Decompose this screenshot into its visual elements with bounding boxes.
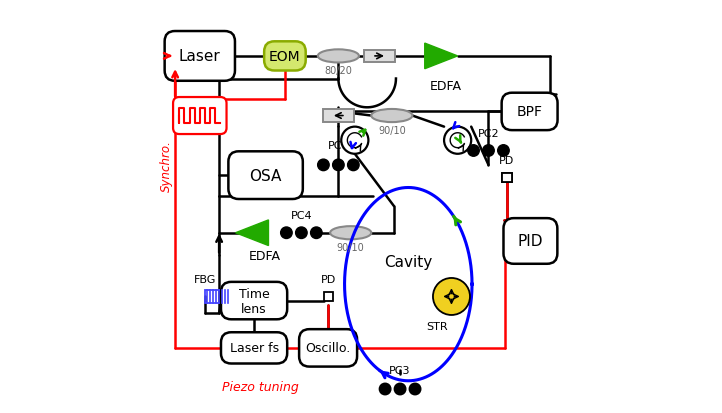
Circle shape: [342, 127, 368, 154]
Text: STR: STR: [426, 321, 448, 331]
FancyBboxPatch shape: [323, 110, 354, 122]
Circle shape: [444, 127, 471, 154]
Text: Piezo tuning: Piezo tuning: [222, 380, 299, 394]
Text: EDFA: EDFA: [248, 249, 280, 263]
Circle shape: [409, 383, 421, 395]
Circle shape: [281, 228, 292, 239]
Text: PD: PD: [321, 275, 336, 285]
FancyBboxPatch shape: [502, 93, 557, 131]
Circle shape: [295, 228, 307, 239]
Text: PC1: PC1: [328, 141, 349, 151]
FancyBboxPatch shape: [165, 32, 235, 82]
Polygon shape: [235, 221, 269, 246]
Circle shape: [347, 160, 359, 171]
FancyBboxPatch shape: [221, 282, 287, 320]
Text: 90/10: 90/10: [378, 125, 406, 135]
Circle shape: [310, 228, 322, 239]
Text: PC2: PC2: [478, 129, 500, 139]
Circle shape: [333, 160, 344, 171]
Circle shape: [497, 145, 509, 157]
Text: FBG: FBG: [193, 275, 216, 285]
Bar: [323, 292, 333, 301]
Ellipse shape: [330, 227, 371, 240]
Text: 80/20: 80/20: [324, 66, 352, 76]
Text: Cavity: Cavity: [384, 254, 432, 269]
FancyBboxPatch shape: [299, 329, 357, 367]
Text: 90/10: 90/10: [337, 242, 365, 252]
Circle shape: [468, 145, 479, 157]
Ellipse shape: [371, 110, 412, 123]
Circle shape: [379, 383, 391, 395]
Text: Laser fs: Laser fs: [230, 342, 279, 354]
FancyBboxPatch shape: [264, 42, 305, 71]
FancyBboxPatch shape: [173, 98, 227, 135]
Text: Time
lens: Time lens: [239, 287, 269, 315]
FancyBboxPatch shape: [228, 152, 303, 199]
Bar: [503, 173, 511, 182]
Bar: [503, 173, 511, 182]
Circle shape: [394, 383, 406, 395]
FancyBboxPatch shape: [221, 332, 287, 363]
Bar: [205, 291, 233, 303]
Text: Synchro.: Synchro.: [160, 140, 173, 191]
Text: EOM: EOM: [269, 50, 301, 64]
Ellipse shape: [318, 50, 359, 63]
Text: EDFA: EDFA: [430, 79, 461, 92]
FancyBboxPatch shape: [503, 218, 557, 264]
Circle shape: [433, 278, 470, 315]
Text: PD: PD: [500, 156, 515, 166]
Text: BPF: BPF: [517, 105, 543, 119]
Text: OSA: OSA: [249, 168, 282, 183]
Text: PC4: PC4: [290, 211, 312, 221]
Text: Oscillo.: Oscillo.: [305, 342, 351, 354]
Text: PID: PID: [518, 234, 543, 249]
Text: Laser: Laser: [179, 49, 221, 64]
Circle shape: [483, 145, 495, 157]
Text: PC3: PC3: [389, 365, 411, 375]
FancyBboxPatch shape: [364, 51, 395, 63]
Polygon shape: [425, 44, 458, 69]
Circle shape: [318, 160, 329, 171]
